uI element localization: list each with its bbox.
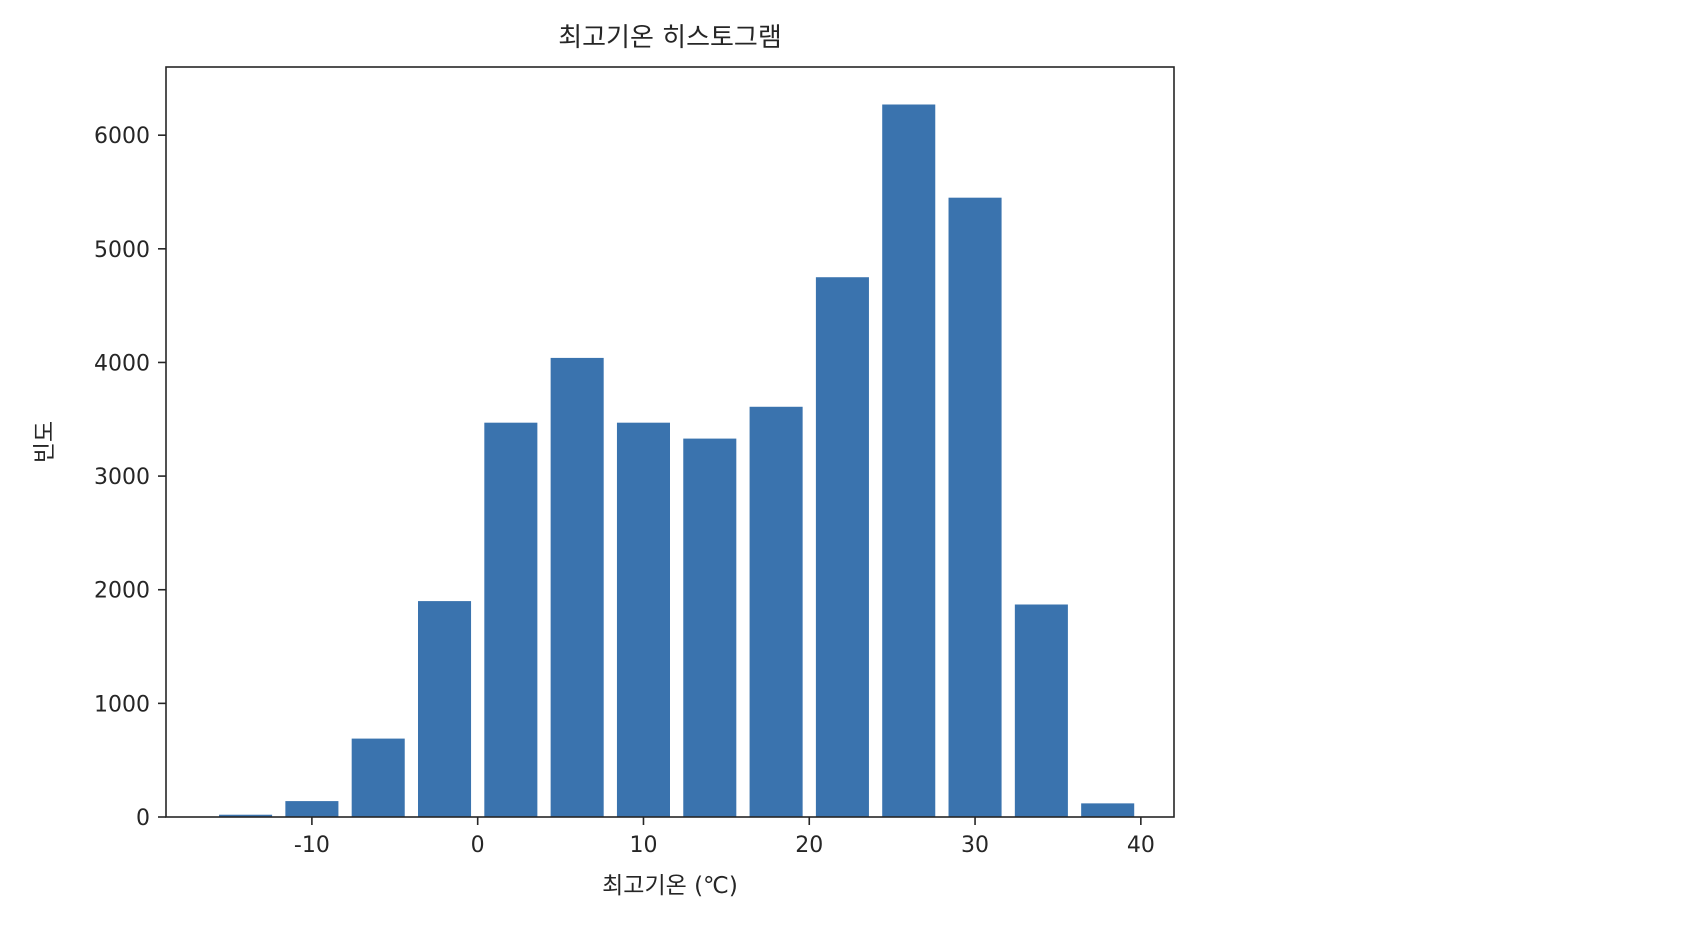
histogram-bar xyxy=(484,422,538,817)
histogram-bar xyxy=(418,601,472,817)
y-tick-label: 4000 xyxy=(94,351,150,376)
histogram-bar xyxy=(815,277,869,817)
x-tick-label: 0 xyxy=(471,833,485,858)
histogram-bar xyxy=(285,801,339,817)
y-tick-label: 2000 xyxy=(94,579,150,604)
histogram-bar xyxy=(683,438,737,817)
histogram-bar xyxy=(550,357,604,817)
histogram-bar xyxy=(616,422,670,817)
histogram-bar xyxy=(219,814,273,817)
histogram-bars xyxy=(219,104,1135,817)
histogram-bar xyxy=(882,104,936,817)
x-tick-label: 10 xyxy=(629,833,657,858)
x-tick-label: 30 xyxy=(961,833,989,858)
histogram-bar xyxy=(1014,604,1068,817)
x-tick-label: -10 xyxy=(294,833,330,858)
x-tick-label: 40 xyxy=(1127,833,1155,858)
plot-frame xyxy=(165,66,1175,818)
chart-title: 최고기온 히스토그램 xyxy=(558,23,782,53)
x-axis-label: 최고기온 (℃) xyxy=(602,873,738,899)
histogram-bar xyxy=(749,406,803,817)
y-tick-label: 0 xyxy=(136,806,150,831)
histogram-bar xyxy=(1081,803,1135,817)
histogram-bar xyxy=(948,197,1002,817)
x-tick-label: 20 xyxy=(795,833,823,858)
y-tick-label: 6000 xyxy=(94,124,150,149)
axes: -10 0 10 20 30 40 0 1000 2000 3000 4000 5000 6000 xyxy=(94,66,1175,858)
y-tick-label: 5000 xyxy=(94,238,150,263)
y-tick-label: 1000 xyxy=(94,692,150,717)
y-tick-label: 3000 xyxy=(94,465,150,490)
y-axis-label: 빈도 xyxy=(32,421,58,463)
histogram-bar xyxy=(351,738,405,817)
